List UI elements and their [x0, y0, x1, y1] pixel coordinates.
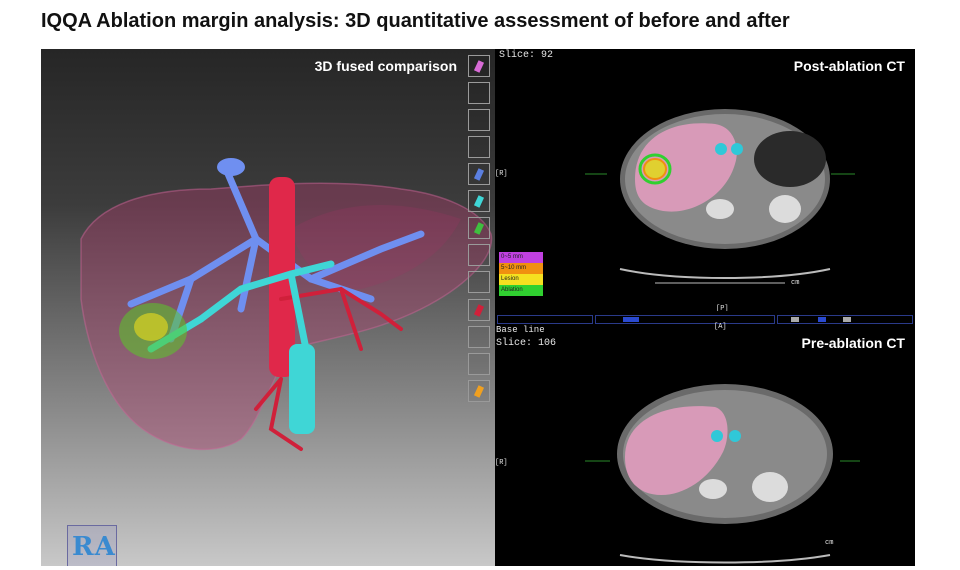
page-title: IQQA Ablation margin analysis: 3D quanti… — [41, 10, 790, 32]
layer-toggle-3[interactable] — [468, 136, 490, 158]
pre-orient-right: [R] — [495, 459, 508, 467]
magenta-cube-icon — [473, 60, 485, 73]
post-orient-right: [R] — [495, 170, 508, 178]
baseline-label: Base line — [496, 325, 545, 335]
ablation-toggle[interactable] — [468, 380, 490, 402]
red-vessel-icon — [473, 304, 485, 317]
orientation-cube-label: RA — [72, 532, 116, 562]
cube-view-button[interactable] — [468, 55, 490, 77]
legend-ablation: Ablation — [499, 285, 543, 296]
pre-ablation-image — [585, 384, 860, 564]
pre-ablation-viewport[interactable]: [A] Base line Slice: 106 Pre-ablation CT… — [495, 323, 915, 566]
blue-vessel-icon — [473, 168, 485, 181]
legend-0-5mm: 0~5 mm — [499, 252, 543, 263]
artery-toggle[interactable] — [468, 299, 490, 321]
layer-toolbar — [463, 49, 497, 566]
viewer-3d[interactable]: 3D fused comparison RA — [41, 49, 495, 566]
post-slice-number: Slice: 92 — [499, 50, 554, 61]
green-cube-icon — [473, 222, 485, 235]
lesion-toggle[interactable] — [468, 217, 490, 239]
post-ablation-viewport[interactable]: Slice: 92 Post-ablation CT [R] [P] cm 0~… — [495, 49, 915, 313]
viewport-separator[interactable] — [495, 311, 915, 327]
layer-toggle-4[interactable] — [468, 244, 490, 266]
slice-slider-thumb[interactable] — [623, 317, 639, 322]
layer-toggle-1[interactable] — [468, 82, 490, 104]
orange-cube-icon — [473, 385, 485, 398]
orientation-cube[interactable]: RA — [67, 525, 117, 566]
scroll-track-3[interactable] — [777, 315, 913, 324]
window-marker — [791, 317, 799, 322]
scroll-track-1[interactable] — [497, 315, 593, 324]
portal-vein-toggle[interactable] — [468, 163, 490, 185]
layer-toggle-5[interactable] — [468, 271, 490, 293]
post-ablation-label: Post-ablation CT — [793, 58, 905, 74]
legend-lesion: Lesion — [499, 274, 543, 285]
layer-toggle-6[interactable] — [468, 326, 490, 348]
pre-orient-anterior: [A] — [714, 323, 727, 331]
layer-toggle-2[interactable] — [468, 109, 490, 131]
level-marker — [818, 317, 826, 322]
post-scale-unit: cm — [791, 279, 800, 287]
liver-3d-render[interactable] — [41, 49, 495, 566]
post-orient-posterior: [P] — [716, 305, 729, 313]
scroll-track-2[interactable] — [595, 315, 775, 324]
viewer-3d-label: 3D fused comparison — [314, 58, 457, 74]
legend-5-10mm: 5~10 mm — [499, 263, 543, 274]
cyan-vessel-icon — [473, 195, 485, 208]
zoom-marker — [843, 317, 851, 322]
pre-slice-number: Slice: 106 — [496, 338, 557, 349]
lesion — [134, 313, 168, 341]
pre-ablation-label: Pre-ablation CT — [801, 335, 905, 351]
ct-panel: Slice: 92 Post-ablation CT [R] [P] cm 0~… — [495, 49, 915, 566]
pre-scale-unit: cm — [825, 539, 834, 547]
layer-toggle-7[interactable] — [468, 353, 490, 375]
hepatic-vein-toggle[interactable] — [468, 190, 490, 212]
post-ablation-image — [585, 109, 855, 284]
